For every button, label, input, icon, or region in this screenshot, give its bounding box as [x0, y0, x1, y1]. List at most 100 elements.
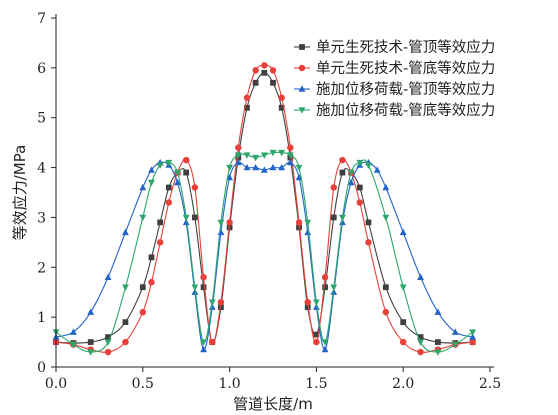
data-point [200, 345, 207, 353]
data-point [382, 183, 390, 191]
y-tick-label: 2 [37, 260, 46, 276]
data-point [208, 299, 216, 306]
data-point [321, 339, 329, 346]
data-point [417, 273, 424, 280]
data-point [451, 328, 459, 335]
data-point [287, 144, 294, 151]
data-point [399, 284, 407, 291]
data-point [87, 339, 94, 345]
data-point [174, 178, 181, 186]
data-point [104, 273, 112, 280]
data-point [122, 319, 129, 326]
data-point [304, 228, 312, 236]
data-point [278, 163, 286, 171]
data-point [330, 288, 338, 295]
x-tick-label: 0.5 [132, 376, 154, 392]
data-point [399, 338, 407, 346]
data-point [330, 214, 337, 221]
series-3 [52, 158, 477, 353]
data-point [339, 169, 346, 176]
legend-marker [298, 85, 306, 92]
data-point [365, 239, 372, 246]
legend-label: 单元生死技术-管顶等效应力 [316, 38, 495, 56]
x-tick-label: 2.0 [392, 376, 414, 392]
legend-label: 施加位移荷载-管顶等效应力 [316, 80, 495, 98]
data-point [469, 329, 477, 336]
series-4 [52, 149, 477, 356]
data-point [191, 288, 199, 295]
data-point [313, 338, 320, 346]
data-point [252, 163, 260, 171]
data-point [104, 339, 112, 346]
y-tick-label: 1 [37, 310, 46, 326]
data-point [382, 284, 389, 291]
data-point [469, 333, 477, 340]
data-point [356, 184, 363, 191]
data-point [234, 158, 242, 166]
data-point [243, 94, 251, 102]
legend-marker [298, 64, 306, 72]
data-point [148, 279, 155, 286]
data-point [304, 304, 311, 311]
data-point [399, 228, 407, 236]
legend-marker [299, 44, 305, 50]
data-point [243, 163, 251, 171]
data-point [365, 219, 372, 226]
data-point [182, 218, 190, 226]
legend: 单元生死技术-管顶等效应力单元生死技术-管底等效应力施加位移荷载-管顶等效应力施… [294, 38, 495, 119]
data-point [304, 298, 311, 306]
data-point [434, 349, 442, 356]
x-axis-title: 管道长度/m [233, 395, 313, 413]
data-point [373, 166, 381, 173]
data-point [182, 156, 190, 164]
data-point [382, 214, 390, 222]
data-point [218, 304, 224, 311]
data-point [313, 299, 320, 306]
data-point [269, 163, 277, 171]
legend-item: 单元生死技术-管顶等效应力 [294, 38, 495, 56]
data-point [295, 164, 303, 172]
legend-item: 施加位移荷载-管顶等效应力 [294, 80, 495, 98]
data-point [226, 219, 233, 226]
data-point [148, 166, 155, 173]
y-tick-label: 7 [37, 11, 46, 27]
data-point [278, 104, 285, 111]
data-point [286, 152, 294, 159]
data-point [278, 149, 286, 157]
data-point [261, 69, 268, 76]
data-point [156, 239, 164, 246]
y-tick-label: 0 [37, 360, 46, 376]
data-point [417, 334, 424, 340]
data-point [270, 79, 276, 86]
data-point [235, 144, 242, 151]
data-point [435, 339, 441, 345]
data-point [104, 348, 112, 356]
data-point [139, 284, 146, 291]
data-point [105, 334, 111, 340]
data-point [148, 254, 155, 261]
data-point [148, 179, 155, 187]
ticks: 0 1 2 3 4 5 6 7 0.0 0.5 1.0 1.5 2.0 2.5 [37, 11, 501, 392]
data-point [174, 169, 181, 177]
data-point [226, 164, 233, 172]
data-point [209, 338, 216, 346]
data-point [382, 308, 390, 316]
data-point [417, 339, 424, 346]
data-point [313, 331, 320, 338]
data-point [347, 178, 355, 186]
legend-label: 单元生死技术-管底等效应力 [316, 59, 495, 77]
legend-marker [298, 107, 306, 114]
data-point [339, 156, 346, 164]
data-point [226, 173, 233, 181]
y-tick-label: 3 [37, 210, 46, 226]
x-tick-label: 2.5 [479, 376, 501, 392]
series-line [55, 72, 473, 344]
legend-label: 施加位移荷载-管底等效应力 [316, 101, 495, 119]
data-point [200, 339, 207, 346]
data-point [286, 158, 294, 166]
data-point [252, 79, 259, 86]
data-point [434, 308, 442, 315]
data-point [322, 284, 328, 291]
data-point [165, 184, 172, 191]
data-point [469, 338, 476, 346]
